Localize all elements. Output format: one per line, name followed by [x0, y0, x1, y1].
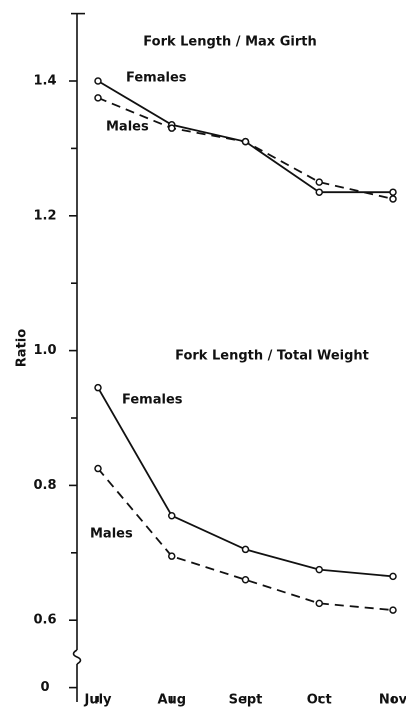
- data-point: [389, 195, 397, 203]
- data-point: [94, 77, 102, 85]
- series-line: [97, 80, 393, 194]
- y-tick-label: 0: [40, 680, 49, 695]
- x-tick-label: Nov: [379, 693, 406, 708]
- data-point: [315, 565, 323, 574]
- series-label: Females: [126, 71, 187, 86]
- x-tick-label: Sept: [229, 693, 263, 708]
- data-point: [94, 464, 102, 473]
- data-point: [94, 383, 102, 392]
- data-point: [168, 511, 176, 520]
- x-tick-label: Aug: [157, 693, 186, 708]
- data-point: [241, 545, 250, 554]
- y-tick-label: 1.2: [33, 208, 56, 223]
- annotation: Fork Length / Max Girth: [143, 35, 316, 50]
- y-tick-label: 1.4: [33, 74, 56, 89]
- y-tick-label: 1.0: [33, 343, 56, 358]
- y-tick-label: 0.8: [33, 478, 56, 493]
- data-point: [315, 188, 323, 196]
- annotation: Fork Length / Total Weight: [175, 349, 369, 364]
- data-point: [315, 178, 323, 186]
- x-tick-label: Oct: [307, 693, 332, 708]
- axis-break: [72, 649, 82, 665]
- data-point: [389, 572, 397, 581]
- y-axis-label: Ratio: [15, 329, 30, 367]
- data-point: [241, 576, 250, 584]
- data-point: [389, 606, 397, 614]
- series-line: [97, 467, 394, 611]
- data-point: [94, 94, 102, 102]
- data-point: [389, 188, 397, 196]
- y-tick-label: 0.6: [33, 613, 56, 628]
- series-label: Males: [106, 120, 149, 135]
- series-label: Females: [122, 393, 183, 408]
- data-point: [168, 124, 176, 132]
- data-point: [241, 137, 250, 146]
- series-label: Males: [90, 527, 133, 542]
- data-point: [315, 599, 323, 608]
- data-point: [168, 552, 176, 560]
- x-tick-label: July: [83, 693, 112, 708]
- series-line: [97, 97, 394, 200]
